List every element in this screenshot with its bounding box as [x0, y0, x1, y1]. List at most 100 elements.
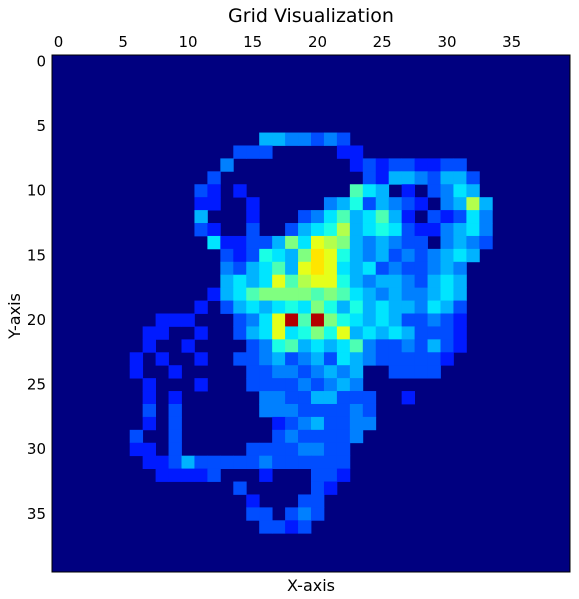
heatmap-cell — [272, 391, 286, 405]
y-tick-label: 10 — [27, 182, 46, 200]
heatmap-cell — [259, 339, 273, 353]
heatmap-cell — [336, 339, 351, 353]
heatmap-cell — [362, 416, 377, 431]
heatmap-cell — [414, 171, 428, 185]
heatmap-cell — [298, 442, 312, 457]
heatmap-cell — [388, 274, 403, 289]
heatmap-cell — [414, 248, 428, 263]
heatmap-cell — [168, 468, 182, 482]
heatmap-cell — [246, 326, 260, 340]
x-tick-label: 30 — [437, 33, 456, 51]
heatmap-cell — [349, 287, 364, 301]
heatmap-cell — [375, 210, 390, 224]
heatmap-cell — [194, 468, 208, 482]
heatmap-cell — [323, 197, 338, 211]
heatmap-cell — [285, 132, 299, 146]
heatmap-cell — [336, 287, 351, 301]
heatmap-cell — [194, 300, 208, 314]
heatmap-cell — [401, 300, 415, 314]
heatmap-cell — [362, 274, 377, 289]
heatmap-cell — [336, 326, 351, 340]
heatmap-cell — [298, 352, 312, 366]
heatmap-cell — [129, 442, 144, 457]
heatmap-cell — [285, 520, 299, 534]
heatmap-cell — [336, 455, 351, 470]
heatmap-cell — [259, 403, 273, 418]
heatmap-cell — [194, 455, 208, 470]
heatmap-cell — [427, 274, 441, 289]
heatmap-cell — [388, 300, 403, 314]
heatmap-cell — [246, 223, 260, 237]
heatmap-cell — [181, 339, 195, 353]
heatmap-cell — [336, 223, 351, 237]
heatmap-cell — [246, 352, 260, 366]
heatmap-cell — [259, 248, 273, 263]
x-tick-label: 15 — [243, 33, 262, 51]
heatmap-cell — [246, 494, 260, 508]
heatmap-cell — [323, 391, 338, 405]
heatmap-cell — [323, 339, 338, 353]
heatmap-cell — [207, 223, 221, 237]
heatmap-cell — [155, 352, 169, 366]
heatmap-cell — [427, 184, 441, 198]
heatmap-cell — [285, 455, 299, 470]
heatmap-cell — [375, 158, 390, 172]
heatmap-cell — [479, 235, 493, 250]
heatmap-cell — [168, 442, 182, 457]
x-tick-label: 35 — [502, 33, 521, 51]
heatmap-cell — [323, 223, 338, 237]
heatmap-cell — [259, 442, 273, 457]
heatmap-cell — [220, 235, 234, 250]
heatmap-cell — [298, 261, 312, 276]
heatmap-cell — [453, 158, 467, 172]
heatmap-cell — [155, 468, 169, 482]
heatmap-cell — [246, 300, 260, 314]
heatmap-cell — [272, 235, 286, 250]
heatmap-cell — [194, 326, 208, 340]
heatmap-cell — [298, 507, 312, 521]
heatmap-cell — [427, 261, 441, 276]
heatmap-cell — [349, 235, 364, 250]
heatmap-cell — [401, 391, 415, 405]
heatmap-cell — [440, 339, 454, 353]
heatmap-cell — [323, 468, 338, 482]
heatmap-cell — [375, 352, 390, 366]
heatmap-cell — [246, 210, 260, 224]
heatmap-cell — [207, 171, 221, 185]
heatmap-cell — [298, 274, 312, 289]
heatmap-cell — [336, 132, 351, 146]
heatmap-cell — [311, 442, 325, 457]
heatmap-cell — [349, 184, 364, 198]
heatmap-cell — [401, 197, 415, 211]
heatmap-cell — [272, 248, 286, 263]
heatmap-cell — [401, 158, 415, 172]
heatmap-cell — [285, 287, 299, 301]
heatmap-cell — [440, 197, 454, 211]
heatmap-cell — [311, 416, 325, 431]
heatmap-cell — [466, 223, 480, 237]
y-tick-label: 25 — [27, 376, 46, 394]
heatmap-cell — [311, 326, 325, 340]
heatmap-cell — [142, 442, 156, 457]
heatmap-cell — [388, 326, 403, 340]
heatmap-cell — [440, 171, 454, 185]
chart-title: Grid Visualization — [228, 5, 394, 27]
heatmap-cell — [233, 145, 247, 159]
heatmap-cell — [401, 365, 415, 379]
heatmap-cell — [194, 184, 208, 198]
y-tick-label: 20 — [27, 311, 46, 329]
heatmap-cell — [207, 184, 221, 198]
heatmap-cell — [298, 455, 312, 470]
heatmap-cell — [259, 391, 273, 405]
heatmap-cell — [311, 365, 325, 379]
heatmap-cell — [323, 261, 338, 276]
heatmap-cell — [427, 365, 441, 379]
x-tick-label: 20 — [308, 33, 327, 51]
heatmap-cell — [401, 261, 415, 276]
heatmap-cell — [311, 339, 325, 353]
heatmap-cell — [414, 365, 428, 379]
heatmap-cell — [466, 197, 480, 211]
heatmap-cell — [440, 184, 454, 198]
heatmap-cell — [375, 287, 390, 301]
heatmap-cell — [375, 223, 390, 237]
